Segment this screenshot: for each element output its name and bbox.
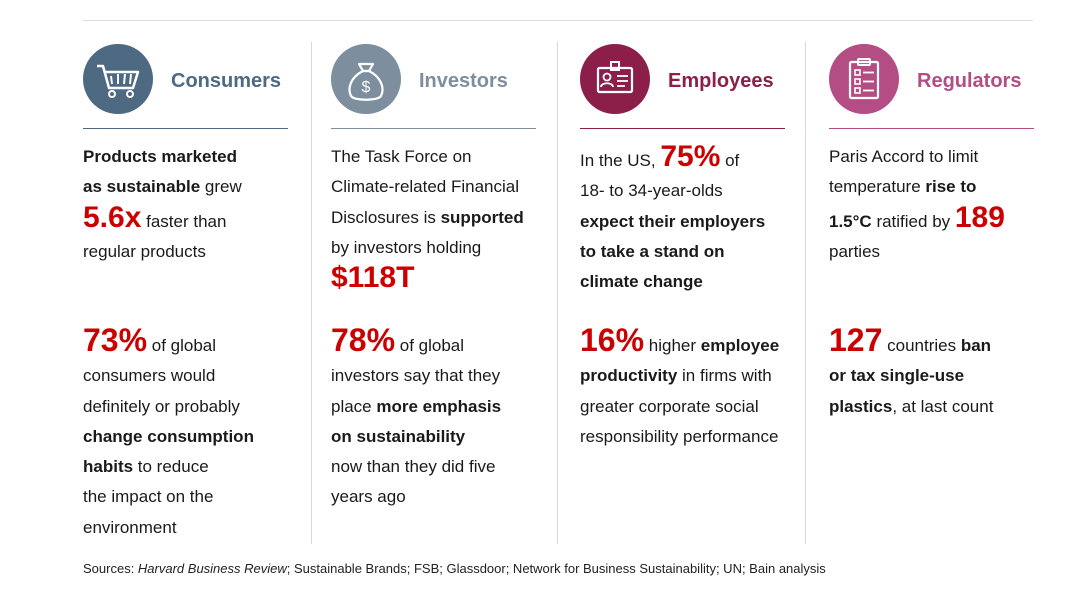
sources-footnote: Sources: Harvard Business Review; Sustai… <box>83 561 826 576</box>
svg-text:$: $ <box>362 79 371 96</box>
investors-stat-1: The Task Force on Climate-related Financ… <box>331 147 524 295</box>
consumers-column: Consumers Products marketed as sustainab… <box>83 42 298 537</box>
regulators-column: Regulators Paris Accord to limit tempera… <box>829 42 1044 416</box>
clipboard-checklist-icon <box>829 44 899 114</box>
employees-column: Employees In the US, 75% of 18- to 34-ye… <box>580 42 795 446</box>
consumers-highlight-2: 73% <box>83 322 148 358</box>
investors-highlight-2: 78% <box>331 322 396 358</box>
employees-stat-2: 16% higher employee productivity in firm… <box>580 322 780 446</box>
id-badge-icon <box>580 44 650 114</box>
regulators-highlight-2: 127 <box>829 322 883 358</box>
consumers-stat-2: 73% of global consumers would definitely… <box>83 322 254 537</box>
employees-highlight: 75% <box>660 140 721 173</box>
regulators-highlight: 189 <box>954 200 1005 234</box>
consumers-stat-1: Products marketed as sustainable grew 5.… <box>83 147 242 261</box>
top-divider <box>83 20 1033 21</box>
regulators-rule <box>829 128 1034 129</box>
consumers-highlight: 5.6x <box>83 200 142 234</box>
employees-title: Employees <box>668 70 774 92</box>
investors-column: $ Investors The Task Force on Climate-re… <box>331 42 546 506</box>
money-bag-icon: $ <box>331 44 401 114</box>
shopping-cart-icon <box>83 44 153 114</box>
regulators-title: Regulators <box>917 70 1022 92</box>
consumers-rule <box>83 128 288 129</box>
investors-rule <box>331 128 536 129</box>
employees-rule <box>580 128 785 129</box>
employees-stat-1: In the US, 75% of 18- to 34-year-olds ex… <box>580 140 766 292</box>
investors-header: $ Investors <box>331 42 546 120</box>
regulators-stat-2: 127 countries ban or tax single-use plas… <box>829 322 994 416</box>
investors-title: Investors <box>419 70 508 92</box>
regulators-header: Regulators <box>829 42 1044 120</box>
employees-header: Employees <box>580 42 795 120</box>
regulators-stat-1: Paris Accord to limit temperature rise t… <box>829 147 1005 261</box>
column-divider <box>557 42 558 544</box>
column-divider <box>805 42 806 544</box>
consumers-title: Consumers <box>171 70 282 92</box>
consumers-header: Consumers <box>83 42 298 120</box>
column-divider <box>311 42 312 544</box>
employees-highlight-2: 16% <box>580 322 645 358</box>
investors-highlight: $118T <box>331 261 415 295</box>
investors-stat-2: 78% of global investors say that they pl… <box>331 322 502 507</box>
